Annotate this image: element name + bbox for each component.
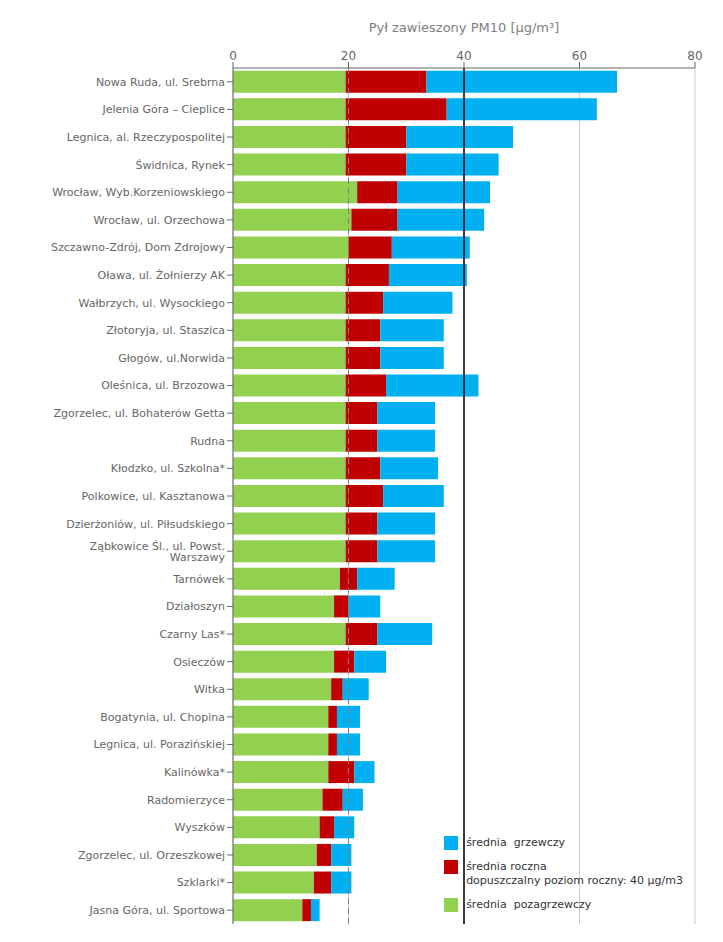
svg-text:Osieczów: Osieczów [173,656,225,669]
svg-text:Kalinówka*: Kalinówka* [164,766,225,779]
html-text:średnia roczna dopuszczalny po: średnia roczna dopuszczalny poziom roczn… [466,860,683,887]
svg-text:Zgorzelec, ul. Bohaterów Getta: Zgorzelec, ul. Bohaterów Getta [54,407,225,420]
svg-text:60: 60 [572,49,587,63]
svg-text:Tarnówek: Tarnówek [172,573,225,586]
svg-text:Jasna Góra, ul. Sportowa: Jasna Góra, ul. Sportowa [89,904,225,917]
svg-text:0: 0 [229,49,237,63]
svg-text:Ząbkowice Śl., ul. Powst.Warsz: Ząbkowice Śl., ul. Powst.Warszawy [90,540,226,564]
svg-text:Dzierżoniów, ul. Piłsudskiego: Dzierżoniów, ul. Piłsudskiego [66,518,225,531]
svg-text:Wrocław, ul. Orzechowa: Wrocław, ul. Orzechowa [93,214,225,227]
html-text:średnia grzewczy: średnia grzewczy [466,836,565,849]
svg-text:Szklarki*: Szklarki* [177,876,226,889]
svg-text:Wyszków: Wyszków [175,821,225,834]
svg-text:Oleśnica, ul. Brzozowa: Oleśnica, ul. Brzozowa [101,379,225,392]
svg-text:Złotoryja, ul. Staszica: Złotoryja, ul. Staszica [106,324,225,337]
svg-text:Kłodzko, ul. Szkolna*: Kłodzko, ul. Szkolna* [111,462,226,475]
svg-text:Oława, ul. Żołnierzy AK: Oława, ul. Żołnierzy AK [97,269,225,282]
svg-text:Rudna: Rudna [190,435,225,448]
svg-text:Wałbrzych, ul. Wysockiego: Wałbrzych, ul. Wysockiego [79,297,226,310]
svg-text:Czarny Las*: Czarny Las* [159,628,225,641]
svg-text:40: 40 [456,49,471,63]
svg-text:Głogów, ul.Norwida: Głogów, ul.Norwida [118,352,225,365]
svg-text:20: 20 [341,49,356,63]
svg-text:Witka: Witka [194,683,225,696]
svg-text:Szczawno-Zdrój, Dom Zdrojowy: Szczawno-Zdrój, Dom Zdrojowy [51,241,225,254]
svg-text:Legnica, ul. Porazińskiej: Legnica, ul. Porazińskiej [93,738,225,751]
html-text:średnia pozagrzewczy: średnia pozagrzewczy [466,898,592,911]
svg-text:Wrocław, Wyb.Korzeniowskiego: Wrocław, Wyb.Korzeniowskiego [52,186,225,199]
svg-text:Legnica, al. Rzeczypospolitej: Legnica, al. Rzeczypospolitej [67,131,225,144]
svg-text:80: 80 [687,49,702,63]
svg-text:Zgorzelec, ul. Orzeszkowej: Zgorzelec, ul. Orzeszkowej [78,849,225,862]
svg-text:Nowa Ruda, ul. Srebrna: Nowa Ruda, ul. Srebrna [96,76,225,89]
svg-text:Pył zawieszony PM10 [μg/m³]: Pył zawieszony PM10 [μg/m³] [369,20,560,35]
svg-text:Radomierzyce: Radomierzyce [147,794,225,807]
svg-text:Działoszyn: Działoszyn [166,600,225,613]
svg-text:Świdnica, Rynek: Świdnica, Rynek [136,159,226,172]
svg-text:Bogatynia, ul. Chopina: Bogatynia, ul. Chopina [100,711,225,724]
svg-text:Jelenia Góra – Cieplice: Jelenia Góra – Cieplice [101,103,225,116]
svg-text:Polkowice, ul. Kasztanowa: Polkowice, ul. Kasztanowa [82,490,225,503]
